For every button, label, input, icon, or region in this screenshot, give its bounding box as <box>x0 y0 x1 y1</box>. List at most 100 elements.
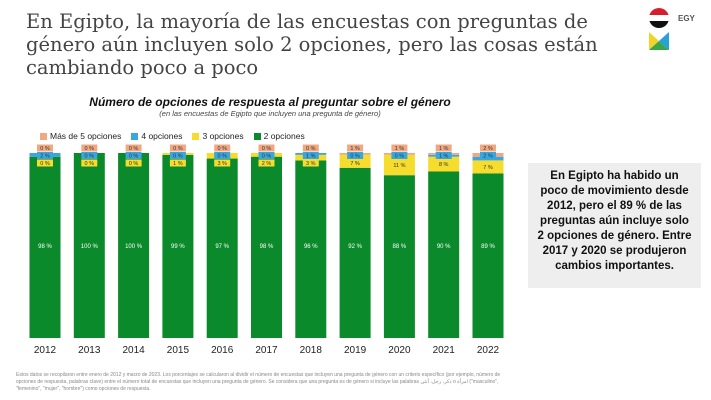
data-label: 2 % <box>40 154 50 160</box>
legend-label: 4 opciones <box>141 131 183 141</box>
data-label: 0 % <box>173 154 183 160</box>
label-box <box>435 160 452 168</box>
legend-swatch <box>253 132 261 140</box>
label-box <box>258 144 275 152</box>
data-label: 0 % <box>85 161 95 167</box>
label-box <box>258 152 275 159</box>
x-tick-label: 2013 <box>78 345 101 356</box>
data-label: 0 % <box>129 154 139 160</box>
chart-subtitle: (en las encuestas de Egipto que incluyen… <box>159 109 381 118</box>
data-label: 89 % <box>481 244 495 250</box>
data-label: 1 % <box>173 161 183 167</box>
page-title: En Egipto, la mayoría de las encuestas c… <box>26 10 598 79</box>
data-label: 0 % <box>395 154 405 160</box>
label-box <box>347 152 364 159</box>
data-label: 88 % <box>393 244 407 250</box>
label-box <box>347 159 364 167</box>
label-box <box>125 144 142 152</box>
x-tick-label: 2019 <box>344 345 367 356</box>
label-box <box>480 152 496 159</box>
bar-segment <box>118 153 150 338</box>
legend-item: Más de 5 opciones <box>40 131 121 141</box>
data-label: 3 % <box>306 161 316 167</box>
footnote: Estos datos se recopilaron entre enero d… <box>16 372 501 392</box>
label-box <box>391 161 408 169</box>
data-label: 99 % <box>171 244 185 250</box>
label-box <box>169 159 186 167</box>
label-box <box>435 144 452 152</box>
legend: Más de 5 opciones 4 opciones 3 opciones 2 o… <box>40 131 305 141</box>
label-box <box>302 144 319 152</box>
legend-item: 2 opciones <box>253 131 305 141</box>
bar-segment <box>251 156 282 338</box>
data-label: 7 % <box>350 161 360 167</box>
data-label: 100 % <box>81 244 99 250</box>
data-label: 0 % <box>306 146 316 152</box>
bar-segment <box>295 160 327 338</box>
x-tick-label: 2015 <box>167 345 190 356</box>
x-tick-label: 2012 <box>34 345 57 356</box>
label-box <box>480 163 496 171</box>
x-tick-label: 2022 <box>477 345 500 356</box>
x-tick-label: 2014 <box>122 345 145 356</box>
x-tick-label: 2017 <box>255 345 278 356</box>
label-box <box>81 144 98 152</box>
label-box <box>302 159 319 167</box>
data-label: 100 % <box>125 244 143 250</box>
country-code: EGY <box>678 14 695 23</box>
data-label: 0 % <box>262 154 272 160</box>
data-label: 98 % <box>260 244 274 250</box>
data-label: 3 % <box>217 161 227 167</box>
label-box <box>125 152 142 159</box>
bar-segment <box>162 154 194 338</box>
bar-segment <box>339 167 371 338</box>
data-label: 1 % <box>439 146 449 152</box>
x-tick-label: 2016 <box>211 345 234 356</box>
data-label: 90 % <box>437 244 451 250</box>
data-label: 92 % <box>348 244 362 250</box>
egypt-flag-logo <box>649 8 669 50</box>
data-label: 0 % <box>217 154 227 160</box>
label-box <box>81 152 98 159</box>
data-label: 11 % <box>393 163 405 169</box>
legend-label: 2 opciones <box>263 131 305 141</box>
label-box <box>37 144 53 152</box>
data-label: 0 % <box>40 146 50 152</box>
data-label: 0 % <box>85 154 95 160</box>
bar-segment <box>428 171 460 338</box>
data-label: 2 % <box>262 161 272 167</box>
legend-label: 3 opciones <box>202 131 244 141</box>
data-label: 0 % <box>350 154 360 160</box>
data-label: 8 % <box>439 162 449 168</box>
bar-segment <box>472 173 504 338</box>
label-box <box>169 144 186 152</box>
label-box <box>125 159 142 167</box>
data-label: 0 % <box>129 146 139 152</box>
label-box <box>258 159 275 167</box>
data-label: 2 % <box>483 154 493 160</box>
legend-item: 4 opciones <box>131 131 182 141</box>
data-label: 98 % <box>38 244 52 250</box>
data-label: 96 % <box>304 244 318 250</box>
bar-segment <box>206 158 238 338</box>
legend-swatch <box>40 132 47 140</box>
label-box <box>302 152 319 159</box>
data-label: 2 % <box>483 146 493 152</box>
legend-swatch <box>192 132 200 140</box>
label-box <box>214 152 231 159</box>
data-label: 1 % <box>350 146 360 152</box>
data-label: 97 % <box>215 244 229 250</box>
label-box <box>391 144 408 152</box>
data-label: 0 % <box>262 146 272 152</box>
label-box <box>214 159 231 167</box>
label-box <box>37 152 53 159</box>
bar-segment <box>29 156 61 338</box>
label-box <box>391 152 408 159</box>
data-label: 7 % <box>483 165 493 171</box>
label-box <box>480 144 496 152</box>
label-box <box>37 159 53 167</box>
data-label: 0 % <box>40 161 50 167</box>
data-label: 0 % <box>85 146 95 152</box>
note-box: En Egipto ha habido un poco de movimient… <box>528 163 701 288</box>
